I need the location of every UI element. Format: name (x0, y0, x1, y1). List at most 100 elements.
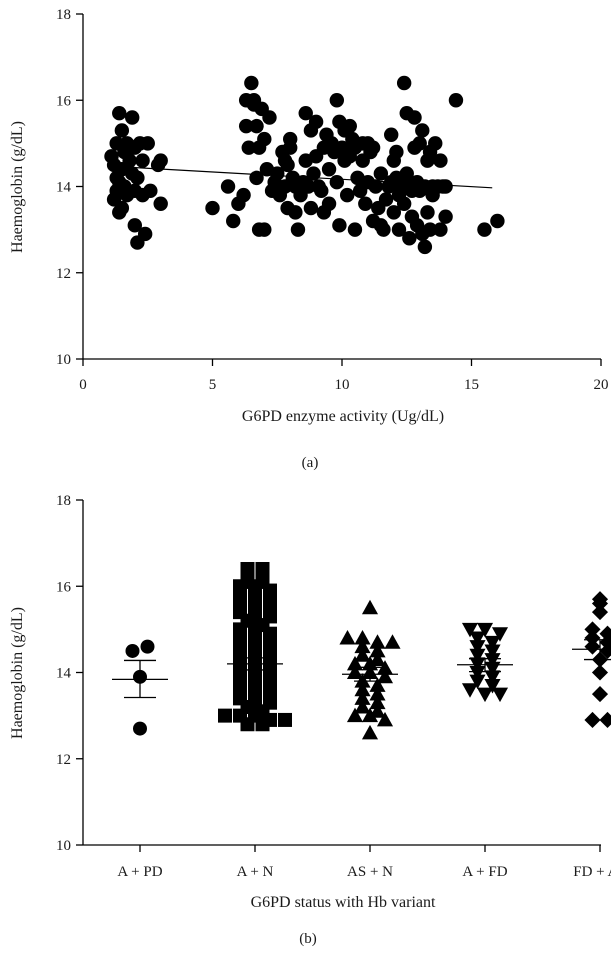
a-data-point (114, 200, 130, 216)
a-data-point (420, 205, 435, 220)
b-data-point (240, 717, 255, 732)
a-data-point (112, 174, 127, 190)
b-data-point (591, 686, 609, 703)
b-data-point (469, 631, 486, 647)
a-data-point (438, 209, 453, 224)
dot-plot-chart-b: 10 12 14 16 18 A + PD A + N AS + N A + FD FD + A… (9, 493, 611, 947)
b-data-point (240, 574, 255, 589)
b-data-point (240, 613, 255, 628)
b-y-tick-label: 18 (56, 493, 71, 509)
b-data-point (584, 621, 601, 638)
a-y-ticks: 10 12 14 16 18 (56, 7, 83, 368)
a-data-point (342, 118, 357, 134)
b-data-point (461, 683, 479, 698)
a-data-point (303, 200, 319, 216)
a-data-point (205, 200, 220, 216)
a-data-point (153, 153, 168, 168)
a-data-point (122, 153, 137, 168)
b-data-points (125, 562, 611, 740)
a-data-points (104, 75, 505, 255)
b-data-point (476, 687, 494, 703)
a-data-point (283, 131, 298, 147)
a-data-point (143, 183, 158, 199)
a-x-ticks: 0 5 10 15 20 (79, 359, 609, 393)
b-x-ticks: A + PD A + N AS + N A + FD FD + AS (117, 845, 611, 880)
a-data-point (490, 213, 505, 229)
b-y-tick-label: 12 (56, 752, 71, 768)
a-x-axis-title: G6PD enzyme activity (Ug/dL) (242, 408, 444, 425)
a-data-point (262, 110, 277, 125)
a-data-point (358, 196, 373, 211)
b-data-point (376, 711, 394, 727)
a-data-point (477, 222, 492, 237)
b-data-point (248, 596, 262, 611)
a-data-point (404, 209, 420, 224)
a-data-point (415, 123, 430, 138)
b-data-point (599, 642, 611, 659)
a-data-point (391, 222, 407, 237)
b-data-point (133, 721, 147, 736)
a-data-point (339, 187, 355, 203)
a-data-point (386, 205, 401, 220)
a-data-point (298, 105, 313, 121)
a-x-tick-label: 5 (209, 377, 217, 393)
a-data-point (238, 118, 254, 134)
b-data-point (491, 627, 509, 642)
b-x-tick-label: A + N (237, 864, 274, 880)
b-data-point (255, 562, 270, 576)
a-data-point (355, 136, 370, 151)
b-data-point (591, 664, 609, 681)
a-y-tick-label: 18 (56, 7, 71, 23)
b-x-axis-title: G6PD status with Hb variant (251, 894, 436, 911)
b-data-point (263, 661, 277, 676)
b-data-point (248, 648, 262, 663)
a-y-tick-label: 10 (56, 352, 71, 368)
a-data-point (407, 110, 422, 125)
a-data-point (412, 136, 427, 151)
a-data-point (140, 136, 155, 151)
b-data-point (591, 604, 609, 621)
a-data-point (127, 218, 142, 233)
b-data-point (354, 681, 371, 697)
b-data-point (354, 690, 371, 705)
a-data-point (257, 131, 272, 147)
a-data-point (316, 205, 332, 220)
b-data-point (469, 666, 486, 681)
b-data-point (354, 698, 371, 714)
b-data-point (584, 638, 601, 655)
b-data-point (240, 562, 255, 576)
a-data-point (130, 170, 145, 186)
a-x-tick-label: 15 (464, 377, 479, 393)
a-data-point (329, 93, 345, 108)
b-data-point (346, 707, 364, 723)
b-data-point (354, 629, 371, 645)
b-data-point (484, 670, 501, 685)
panel-label-b: (b) (299, 931, 317, 947)
a-data-point (329, 174, 345, 190)
b-y-axis-title: Haemoglobin (g/dL) (9, 607, 26, 739)
b-y-tick-label: 16 (56, 579, 72, 595)
a-data-point (246, 97, 262, 112)
b-x-tick-label: FD + AS (573, 864, 611, 880)
a-data-point (257, 222, 272, 237)
b-data-point (369, 642, 386, 658)
b-y-tick-label: 10 (56, 838, 71, 854)
a-data-point (321, 162, 337, 177)
a-data-point (314, 183, 329, 199)
b-x-tick-label: A + FD (462, 864, 507, 880)
a-data-point (384, 127, 399, 142)
b-data-point (125, 643, 140, 658)
a-data-point (433, 153, 448, 168)
a-data-point (373, 166, 389, 181)
b-data-point (240, 700, 255, 714)
b-data-point (354, 673, 371, 688)
a-data-point (332, 218, 347, 233)
b-data-point (248, 682, 262, 697)
b-data-point (278, 712, 292, 727)
a-data-point (402, 231, 417, 246)
b-data-point (476, 622, 494, 638)
b-data-point (339, 629, 356, 645)
b-data-point (376, 668, 394, 684)
b-data-point (218, 708, 232, 723)
b-data-point (384, 634, 401, 649)
